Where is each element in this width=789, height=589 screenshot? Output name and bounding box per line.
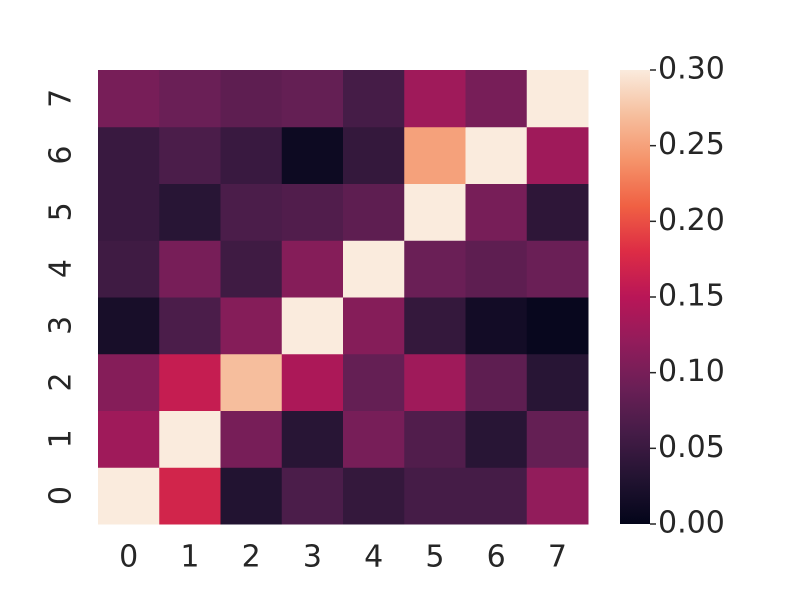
y-tick-label: 6 [44, 146, 79, 165]
heatmap-cell [465, 126, 528, 184]
heatmap-cell [98, 240, 160, 298]
colorbar-tick-label: 0.15 [658, 279, 725, 314]
heatmap-cell [465, 353, 528, 411]
heatmap-cell [220, 126, 283, 184]
heatmap-cell [159, 353, 221, 411]
heatmap-cell [404, 126, 466, 184]
heatmap-cell [343, 240, 405, 298]
x-tick-label: 0 [119, 540, 138, 575]
colorbar-tick-label: 0.10 [658, 354, 725, 389]
heatmap-cell [404, 240, 466, 298]
heatmap-cell [526, 240, 589, 298]
heatmap-cell [220, 297, 283, 355]
heatmap-cell [98, 70, 160, 128]
y-tick-label: 4 [44, 259, 79, 278]
heatmap-cell [526, 467, 589, 525]
x-tick-label: 6 [487, 540, 506, 575]
x-tick-label: 7 [548, 540, 567, 575]
heatmap-cell [98, 297, 160, 355]
heatmap-cell [526, 410, 589, 468]
heatmap-cell [404, 353, 466, 411]
heatmap-cell [159, 183, 221, 241]
colorbar-tick-label: 0.25 [658, 127, 725, 162]
y-tick-label: 5 [44, 202, 79, 221]
heatmap-cell [343, 297, 405, 355]
heatmap-cell [220, 183, 283, 241]
heatmap-cell [465, 240, 528, 298]
colorbar-tick-label: 0.05 [658, 430, 725, 465]
heatmap-cell [159, 70, 221, 128]
heatmap-cell [404, 297, 466, 355]
heatmap-cell [465, 183, 528, 241]
heatmap-cell [343, 353, 405, 411]
heatmap-cell [220, 240, 283, 298]
heatmap-cell [526, 70, 589, 128]
heatmap-cell [404, 183, 466, 241]
y-tick-label: 3 [44, 316, 79, 335]
x-tick-label: 1 [180, 540, 199, 575]
heatmap-cell [343, 70, 405, 128]
heatmap-cell [98, 353, 160, 411]
heatmap-cell [159, 297, 221, 355]
heatmap-cell [526, 126, 589, 184]
heatmap-cell [281, 183, 344, 241]
heatmap-cell [220, 467, 283, 525]
heatmap-cell [281, 126, 344, 184]
heatmap-cell [526, 183, 589, 241]
heatmap-cell [404, 467, 466, 525]
heatmap-cell [220, 410, 283, 468]
heatmap-cell [343, 183, 405, 241]
heatmap-cell [526, 353, 589, 411]
colorbar-tick-label: 0.20 [658, 203, 725, 238]
y-tick-label: 2 [44, 373, 79, 392]
heatmap-cell [465, 467, 528, 525]
heatmap-cell [465, 70, 528, 128]
x-tick-label: 4 [364, 540, 383, 575]
heatmap-cell [343, 410, 405, 468]
heatmap-cell [220, 70, 283, 128]
heatmap-cell [404, 410, 466, 468]
colorbar [620, 70, 650, 524]
heatmap-cell [159, 126, 221, 184]
colorbar-tick-label: 0.30 [658, 52, 725, 87]
heatmap-cell [281, 353, 344, 411]
heatmap-cell [98, 467, 160, 525]
heatmap-cell [281, 70, 344, 128]
heatmap-cell [98, 410, 160, 468]
heatmap-cell [98, 183, 160, 241]
x-tick-label: 2 [242, 540, 261, 575]
heatmap-cell [281, 240, 344, 298]
heatmap-cell [404, 70, 466, 128]
x-tick-label: 3 [303, 540, 322, 575]
heatmap-cell [465, 297, 528, 355]
heatmap-cell [159, 467, 221, 525]
heatmap-cell [465, 410, 528, 468]
heatmap-cell [159, 410, 221, 468]
heatmap-cell [220, 353, 283, 411]
heatmap-cell [343, 467, 405, 525]
heatmap-cell [343, 126, 405, 184]
heatmap-cell [281, 410, 344, 468]
x-tick-label: 5 [425, 540, 444, 575]
heatmap-cell [281, 297, 344, 355]
colorbar-tick-label: 0.00 [658, 506, 725, 541]
heatmap-cell [281, 467, 344, 525]
y-tick-label: 7 [44, 89, 79, 108]
heatmap-cell [98, 126, 160, 184]
heatmap-cell [159, 240, 221, 298]
y-tick-label: 1 [44, 429, 79, 448]
y-tick-label: 0 [44, 486, 79, 505]
heatmap-cell [526, 297, 589, 355]
